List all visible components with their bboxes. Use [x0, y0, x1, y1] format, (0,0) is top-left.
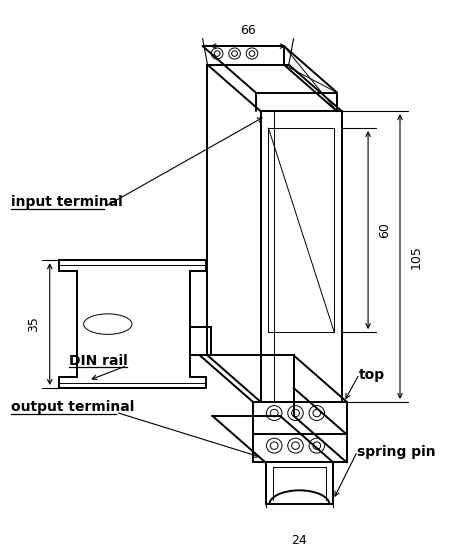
- Text: 66: 66: [240, 24, 256, 37]
- Text: spring pin: spring pin: [357, 445, 436, 459]
- Text: DIN rail: DIN rail: [69, 354, 128, 368]
- Text: 105: 105: [410, 245, 423, 269]
- Text: top: top: [360, 368, 385, 381]
- Text: 24: 24: [291, 534, 307, 544]
- Text: output terminal: output terminal: [11, 400, 134, 414]
- Text: 35: 35: [27, 316, 40, 332]
- Text: input terminal: input terminal: [11, 195, 123, 209]
- Text: 60: 60: [378, 222, 391, 238]
